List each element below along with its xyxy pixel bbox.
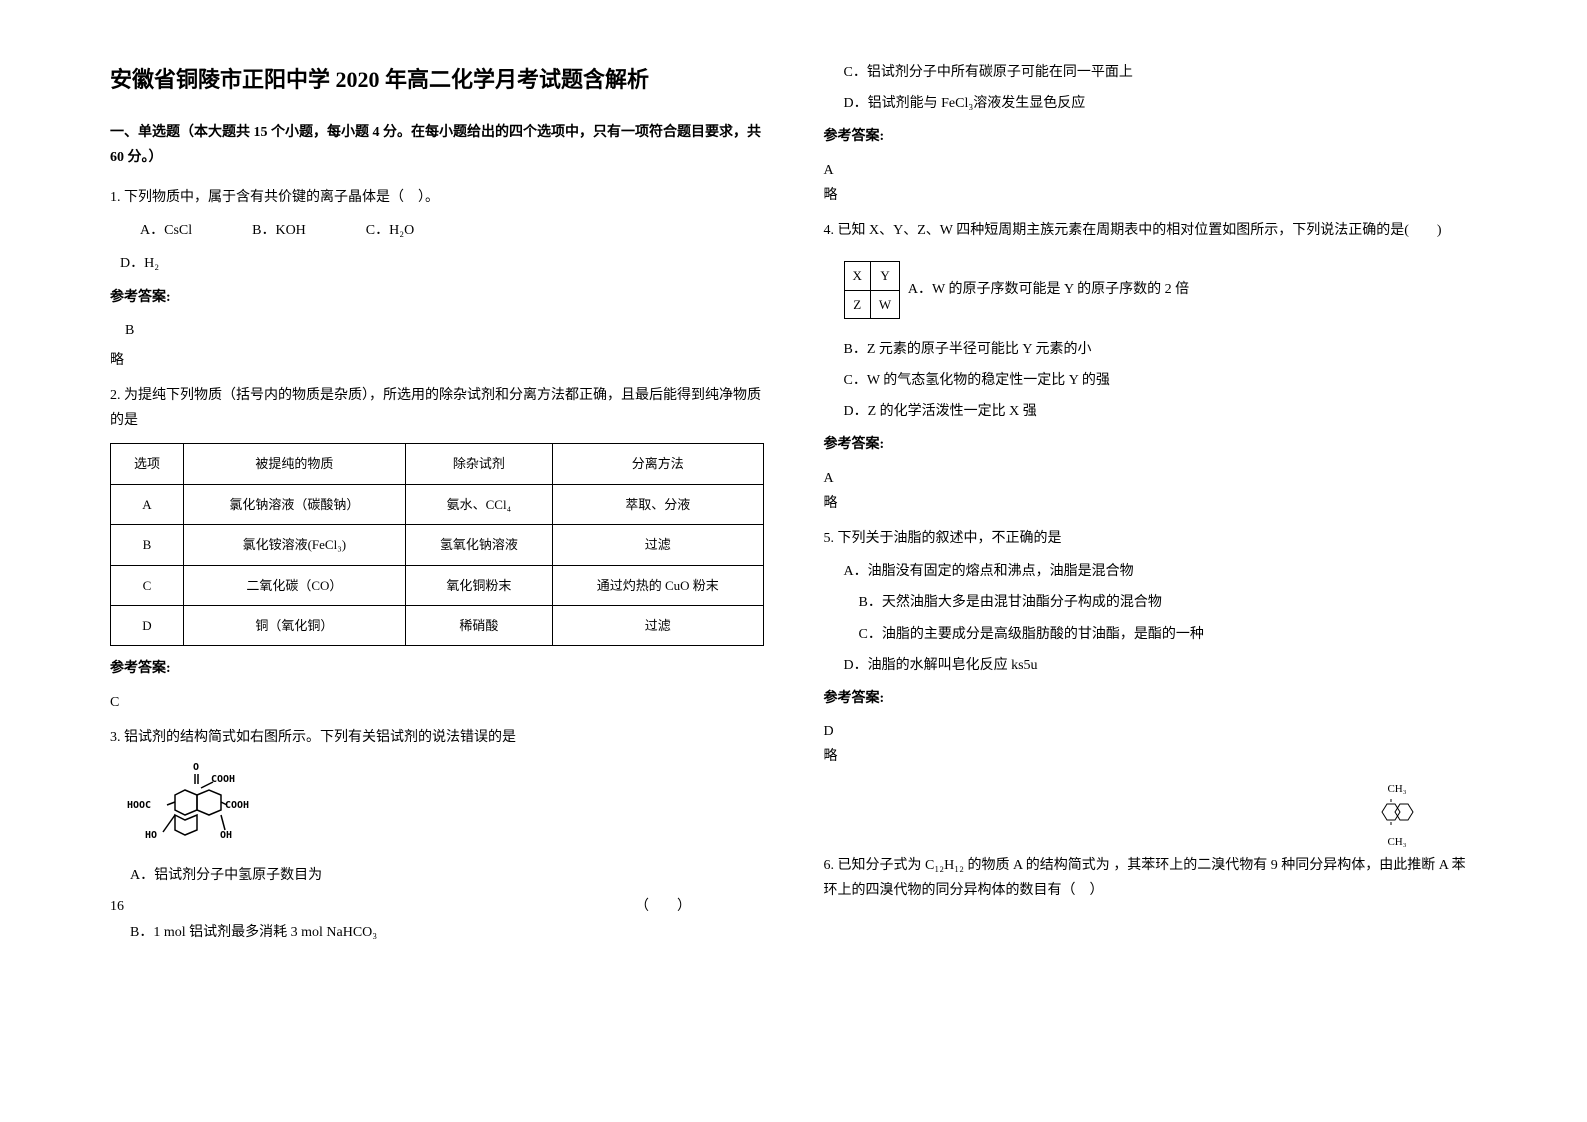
svg-text:HOOC: HOOC [127,800,151,811]
question-3-continued: C．铝试剂分子中所有碳原子可能在同一平面上 D．铝试剂能与 FeCl₃溶液发生显… [824,60,1478,208]
question-3: 3. 铝试剂的结构简式如右图所示。下列有关铝试剂的说法错误的是 O COOH H… [110,725,764,945]
q2-answer: C [110,690,764,715]
question-5: 5. 下列关于油脂的叙述中，不正确的是 A．油脂没有固定的熔点和沸点，油脂是混合… [824,526,1478,770]
q1-answer-label: 参考答案: [110,285,764,310]
q2-table: 选项 被提纯的物质 除杂试剂 分离方法 A 氯化钠溶液（碳酸钠） 氨水、CCl₄… [110,443,764,646]
q3-option-a: A．铝试剂分子中氢原子数目为 [110,863,764,888]
q4-option-a: A．W 的原子序数可能是 Y 的原子序数的 2 倍 [908,282,1189,297]
q5-option-d: D．油脂的水解叫皂化反应 ks5u [824,653,1478,678]
q1-option-b: B．KOH [252,218,306,243]
q1-option-d: D．H₂ [110,251,764,276]
q3-answer-label: 参考答案: [824,124,1478,149]
q1-answer: B [110,318,764,343]
question-2: 2. 为提纯下列物质（括号内的物质是杂质），所选用的除杂试剂和分离方法都正确，且… [110,383,764,715]
q3-option-a2: 16 （ ） [110,894,764,919]
q1-note: 略 [110,348,764,373]
q4-answer: A [824,466,1478,491]
q4-option-c: C．W 的气态氢化物的稳定性一定比 Y 的强 [824,368,1478,393]
q5-option-c: C．油脂的主要成分是高级脂肪酸的甘油酯，是酯的一种 [824,622,1478,647]
table-row: B 氯化铵溶液(FeCl₃) 氢氧化钠溶液 过滤 [111,525,764,565]
svg-text:HO: HO [145,830,157,841]
section-subtitle: 一、单选题（本大题共 15 个小题，每小题 4 分。在每小题给出的四个选项中，只… [110,120,764,170]
page-title: 安徽省铜陵市正阳中学 2020 年高二化学月考试题含解析 [110,60,764,100]
q4-option-b: B．Z 元素的原子半径可能比 Y 元素的小 [824,337,1478,362]
ch3-top-label: CH₃ [1377,780,1417,800]
q1-text: 1. 下列物质中，属于含有共价键的离子晶体是（ ）。 [110,185,764,210]
q2-header-1: 被提纯的物质 [183,444,405,484]
question-1: 1. 下列物质中，属于含有共价键的离子晶体是（ ）。 A．CsCl B．KOH … [110,185,764,373]
q3-option-b: B．1 mol 铝试剂最多消耗 3 mol NaHCO₃ [110,920,764,945]
q3-option-c: C．铝试剂分子中所有碳原子可能在同一平面上 [824,60,1478,85]
q2-header-2: 除杂试剂 [405,444,552,484]
q3-answer: A [824,158,1478,183]
biphenyl-structure-icon: CH₃ CH₃ [1377,780,1417,853]
q1-option-c: C．H₂O [366,218,414,243]
svg-text:COOH: COOH [211,774,235,785]
q2-header-3: 分离方法 [553,444,763,484]
q5-answer: D [824,719,1478,744]
table-row: D 铜（氧化铜） 稀硝酸 过滤 [111,606,764,646]
q2-answer-label: 参考答案: [110,656,764,681]
q5-answer-label: 参考答案: [824,686,1478,711]
molecule-structure-icon: O COOH HOOC COOH HO OH [125,760,764,853]
q4-option-d: D．Z 的化学活泼性一定比 X 强 [824,399,1478,424]
q4-text: 4. 已知 X、Y、Z、W 四种短周期主族元素在周期表中的相对位置如图所示，下列… [824,218,1478,243]
q3-option-d: D．铝试剂能与 FeCl₃溶液发生显色反应 [824,91,1478,116]
periodic-position-table: X Y Z W [844,261,901,319]
q2-text: 2. 为提纯下列物质（括号内的物质是杂质），所选用的除杂试剂和分离方法都正确，且… [110,383,764,433]
q5-option-a: A．油脂没有固定的熔点和沸点，油脂是混合物 [824,559,1478,584]
q5-option-b: B．天然油脂大多是由混甘油酯分子构成的混合物 [824,590,1478,615]
svg-text:O: O [193,762,199,773]
svg-text:OH: OH [220,830,232,841]
q3-text: 3. 铝试剂的结构简式如右图所示。下列有关铝试剂的说法错误的是 [110,725,764,750]
table-row: A 氯化钠溶液（碳酸钠） 氨水、CCl₄ 萃取、分液 [111,484,764,524]
q6-text: 6. 已知分子式为 C₁₂H₁₂ 的物质 A 的结构简式为 ，其苯环上的二溴代物… [824,853,1478,903]
q1-option-a: A．CsCl [140,218,192,243]
ch3-bottom-label: CH₃ [1377,833,1417,853]
table-row: C 二氧化碳（CO） 氧化铜粉末 通过灼热的 CuO 粉末 [111,565,764,605]
question-4: 4. 已知 X、Y、Z、W 四种短周期主族元素在周期表中的相对位置如图所示，下列… [824,218,1478,516]
q5-note: 略 [824,744,1478,769]
q2-header-0: 选项 [111,444,184,484]
q4-answer-label: 参考答案: [824,432,1478,457]
q3-note: 略 [824,183,1478,208]
svg-text:COOH: COOH [225,800,249,811]
q5-text: 5. 下列关于油脂的叙述中，不正确的是 [824,526,1478,551]
q4-note: 略 [824,491,1478,516]
question-6: CH₃ CH₃ 6. 已知分子式为 C₁₂H₁₂ 的物质 A 的结构简式为 ，其… [824,780,1478,904]
